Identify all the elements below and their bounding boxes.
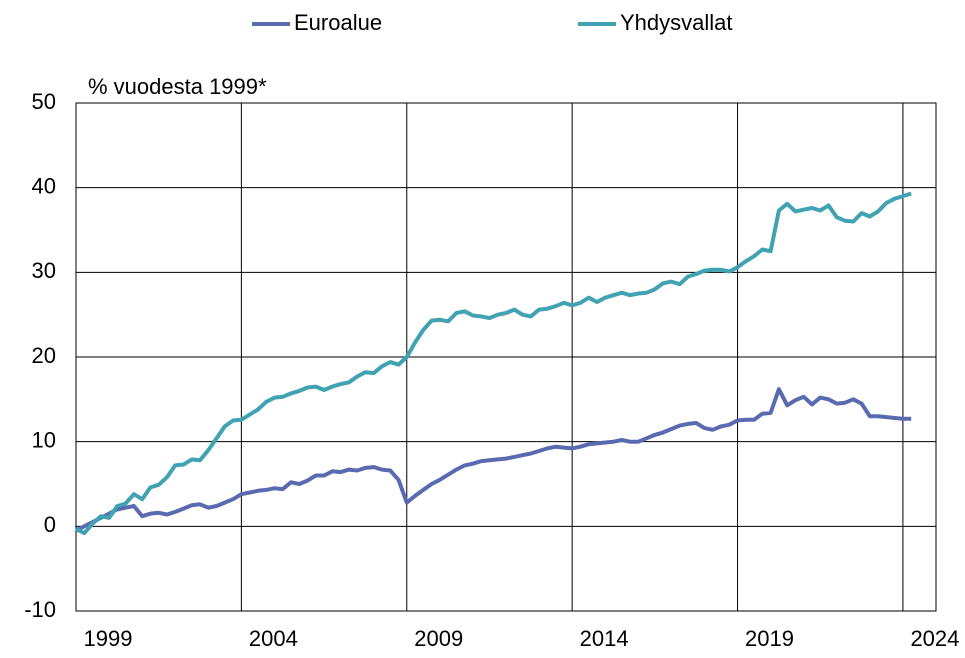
y-tick-label: 0 — [44, 512, 56, 537]
x-tick-label: 2004 — [249, 626, 298, 651]
y-tick-label: 10 — [32, 427, 56, 452]
legend-label: Euroalue — [294, 10, 382, 35]
x-tick-label: 2014 — [580, 626, 629, 651]
x-tick-label: 2019 — [745, 626, 794, 651]
x-tick-label: 2009 — [414, 626, 463, 651]
series-line — [75, 191, 912, 536]
y-axis-label: % vuodesta 1999* — [88, 74, 267, 99]
series-line — [75, 387, 912, 533]
y-tick-label: 30 — [32, 258, 56, 283]
x-tick-label: 2024 — [910, 626, 959, 651]
y-tick-label: -10 — [24, 597, 56, 622]
y-tick-label: 40 — [32, 173, 56, 198]
plot-frame — [75, 102, 937, 612]
legend-label: Yhdysvallat — [620, 10, 733, 35]
y-tick-label: 20 — [32, 343, 56, 368]
y-tick-label: 50 — [32, 89, 56, 114]
x-tick-label: 1999 — [84, 626, 133, 651]
